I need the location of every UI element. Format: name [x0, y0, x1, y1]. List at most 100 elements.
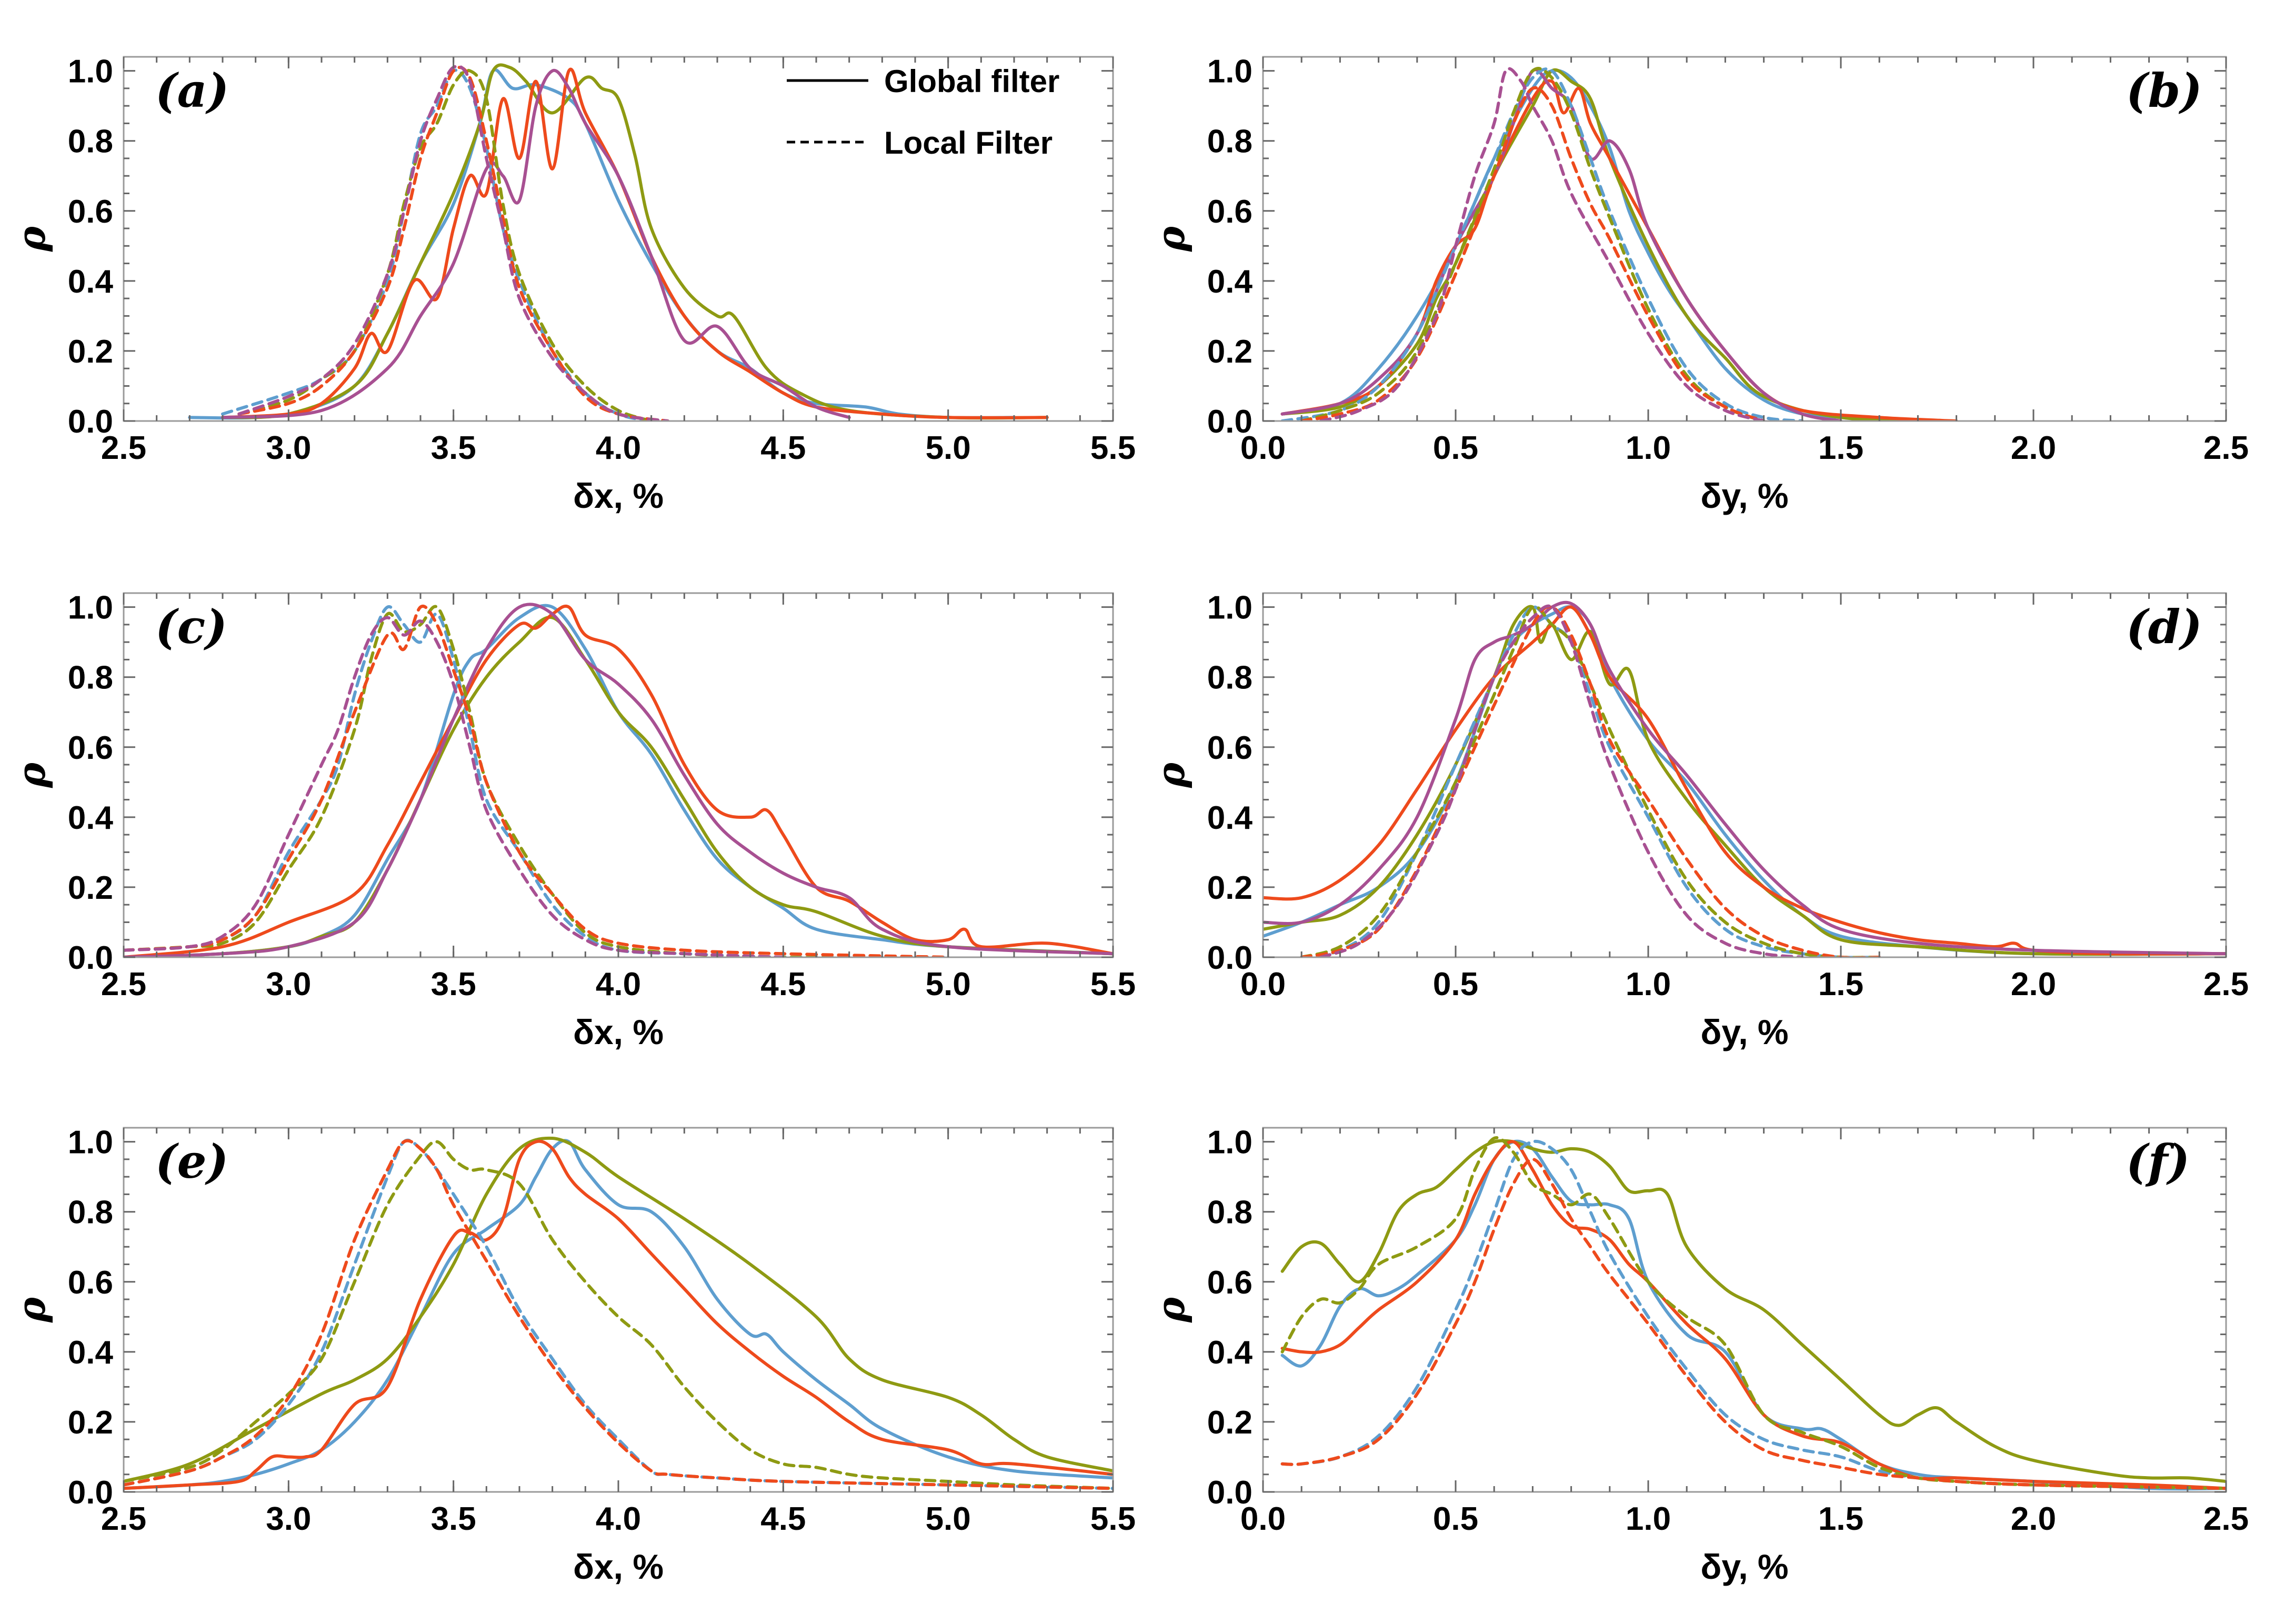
- panel-d: 0.0 0.5 1.0 1.5 2.0 2.5 0.0 0.2 0.4 0.6 0.8 1.0 δy, …: [1148, 590, 2249, 1051]
- y-tick-label: 0.6: [1207, 730, 1252, 766]
- x-axis-label: δy, %: [1700, 1547, 1788, 1586]
- series-line-magenta-dashed: [1319, 67, 1766, 421]
- legend-solid-label: Global filter: [884, 64, 1059, 99]
- x-tick-label: 5.5: [1090, 1501, 1136, 1537]
- y-tick-label: 1.0: [1207, 590, 1252, 626]
- x-tick-label: 1.0: [1626, 1501, 1671, 1537]
- x-tick-label: 3.0: [266, 430, 311, 466]
- x-tick-label: 5.0: [926, 1501, 971, 1537]
- legend: Global filter Local Filter: [787, 64, 1059, 161]
- panel-f-frame: [1262, 1127, 2227, 1493]
- y-tick-label: 1.0: [1207, 1125, 1252, 1161]
- x-tick-label: 3.5: [431, 966, 476, 1003]
- y-tick-label: 0.0: [1207, 1475, 1252, 1511]
- series-line-magenta-solid: [1280, 68, 1842, 421]
- x-tick-label: 3.5: [431, 430, 476, 466]
- series-line-magenta-solid: [1263, 600, 2226, 956]
- panel-b-series: [1280, 67, 1958, 421]
- y-tick-label: 0.0: [68, 1475, 113, 1511]
- panel-tag: (a): [155, 63, 229, 118]
- x-tick-label: 5.5: [1090, 430, 1136, 466]
- x-tick-label: 2.5: [101, 430, 146, 466]
- x-tick-label: 3.5: [431, 1501, 476, 1537]
- series-line-red-solid: [1280, 79, 1958, 421]
- series-line-blue-dashed: [1280, 1139, 2226, 1490]
- y-tick-label: 0.0: [68, 404, 113, 440]
- panel-f-series: [1280, 1136, 2226, 1491]
- y-tick-label: 0.4: [1207, 800, 1253, 836]
- y-tick-label: 1.0: [1207, 54, 1252, 90]
- panel-e-frame: [123, 1127, 1114, 1493]
- series-line-red-dashed: [124, 1139, 1113, 1490]
- series-line-blue-solid: [1263, 605, 2226, 956]
- y-tick-label: 0.6: [68, 730, 113, 766]
- x-tick-label: 4.5: [760, 1501, 806, 1537]
- panel-tag: (b): [2126, 63, 2202, 118]
- series-line-magenta-dashed: [124, 616, 785, 957]
- panel-tag: (d): [2126, 599, 2202, 654]
- series-line-red-solid: [221, 67, 1049, 419]
- legend-dashed-label: Local Filter: [884, 125, 1053, 161]
- y-tick-label: 0.2: [1207, 334, 1252, 370]
- series-line-red-dashed: [1300, 605, 1881, 957]
- y-axis-label: ρ: [1148, 1297, 1193, 1323]
- series-line-blue-solid: [188, 68, 1016, 420]
- y-tick-label: 0.8: [1207, 660, 1252, 696]
- y-tick-label: 0.2: [1207, 1405, 1252, 1441]
- x-tick-label: 2.0: [2011, 1501, 2056, 1537]
- series-line-red-solid: [124, 604, 1113, 957]
- x-axis-label: δx, %: [573, 1013, 664, 1051]
- y-tick-label: 0.4: [1207, 1335, 1253, 1371]
- x-tick-label: 1.5: [1818, 1501, 1863, 1537]
- y-tick-label: 0.4: [68, 264, 114, 300]
- x-tick-label: 1.5: [1818, 430, 1863, 466]
- panel-a-series: [188, 63, 1049, 421]
- x-tick-label: 1.5: [1818, 966, 1863, 1003]
- y-tick-label: 0.0: [1207, 404, 1252, 440]
- x-tick-label: 0.5: [1433, 430, 1478, 466]
- x-tick-label: 0.0: [1240, 1501, 1286, 1537]
- y-tick-label: 1.0: [68, 590, 113, 626]
- x-tick-label: 0.0: [1240, 966, 1286, 1003]
- series-line-olive-solid: [1263, 605, 2226, 956]
- x-tick-label: 4.0: [596, 966, 641, 1003]
- y-tick-label: 0.0: [68, 940, 113, 976]
- y-tick-label: 0.6: [1207, 194, 1252, 230]
- y-tick-label: 0.2: [68, 334, 113, 370]
- y-tick-label: 0.6: [68, 1265, 113, 1301]
- x-axis-label: δx, %: [573, 476, 664, 515]
- panel-f: 0.0 0.5 1.0 1.5 2.0 2.5 0.0 0.2 0.4 0.6 0.8 1.0 δy, …: [1148, 1125, 2249, 1586]
- panel-c: 2.5 3.0 3.5 4.0 4.5 5.0 5.5 0.0 0.2 0.4 0.6 0.8 1.0 δ…: [9, 590, 1136, 1051]
- y-tick-label: 0.8: [68, 124, 113, 160]
- x-tick-label: 2.0: [2011, 430, 2056, 466]
- panel-e: 2.5 3.0 3.5 4.0 4.5 5.0 5.5 0.0 0.2 0.4 0.6 0.8 1.0 δ…: [9, 1125, 1136, 1586]
- panel-a: 2.5 3.0 3.5 4.0 4.5 5.0 5.5 0.0 0.2 0.4 0.6 0.8 1.0 δ…: [9, 54, 1136, 515]
- series-line-blue-solid: [124, 604, 1113, 957]
- panel-a-frame: [123, 56, 1114, 422]
- series-line-red-solid: [124, 1139, 1113, 1490]
- y-axis-label: ρ: [9, 1297, 54, 1323]
- series-line-blue-solid: [124, 1139, 1113, 1490]
- series-line-red-solid: [1263, 605, 2226, 956]
- y-tick-label: 0.6: [68, 194, 113, 230]
- x-tick-label: 2.5: [2203, 966, 2249, 1003]
- y-tick-label: 1.0: [68, 54, 113, 90]
- series-line-red-dashed: [237, 66, 669, 421]
- x-tick-label: 2.5: [101, 1501, 146, 1537]
- y-axis-label: ρ: [9, 762, 54, 788]
- series-line-olive-solid: [221, 63, 1049, 420]
- series-line-olive-solid: [124, 616, 1113, 957]
- series-line-red-solid: [1280, 1140, 2226, 1490]
- x-tick-label: 3.0: [266, 966, 311, 1003]
- y-tick-label: 0.2: [1207, 870, 1252, 906]
- x-tick-label: 0.0: [1240, 430, 1286, 466]
- series-line-red-dashed: [1280, 1157, 2226, 1490]
- x-tick-label: 4.5: [760, 966, 806, 1003]
- x-tick-label: 5.0: [926, 966, 971, 1003]
- y-axis-label: ρ: [1148, 226, 1193, 252]
- panel-tag: (e): [155, 1134, 228, 1189]
- x-tick-label: 2.5: [2203, 1501, 2249, 1537]
- panel-b: 0.0 0.5 1.0 1.5 2.0 2.5 0.0 0.2 0.4 0.6 0.8 1.0 δy, …: [1148, 54, 2249, 515]
- y-tick-label: 0.8: [68, 660, 113, 696]
